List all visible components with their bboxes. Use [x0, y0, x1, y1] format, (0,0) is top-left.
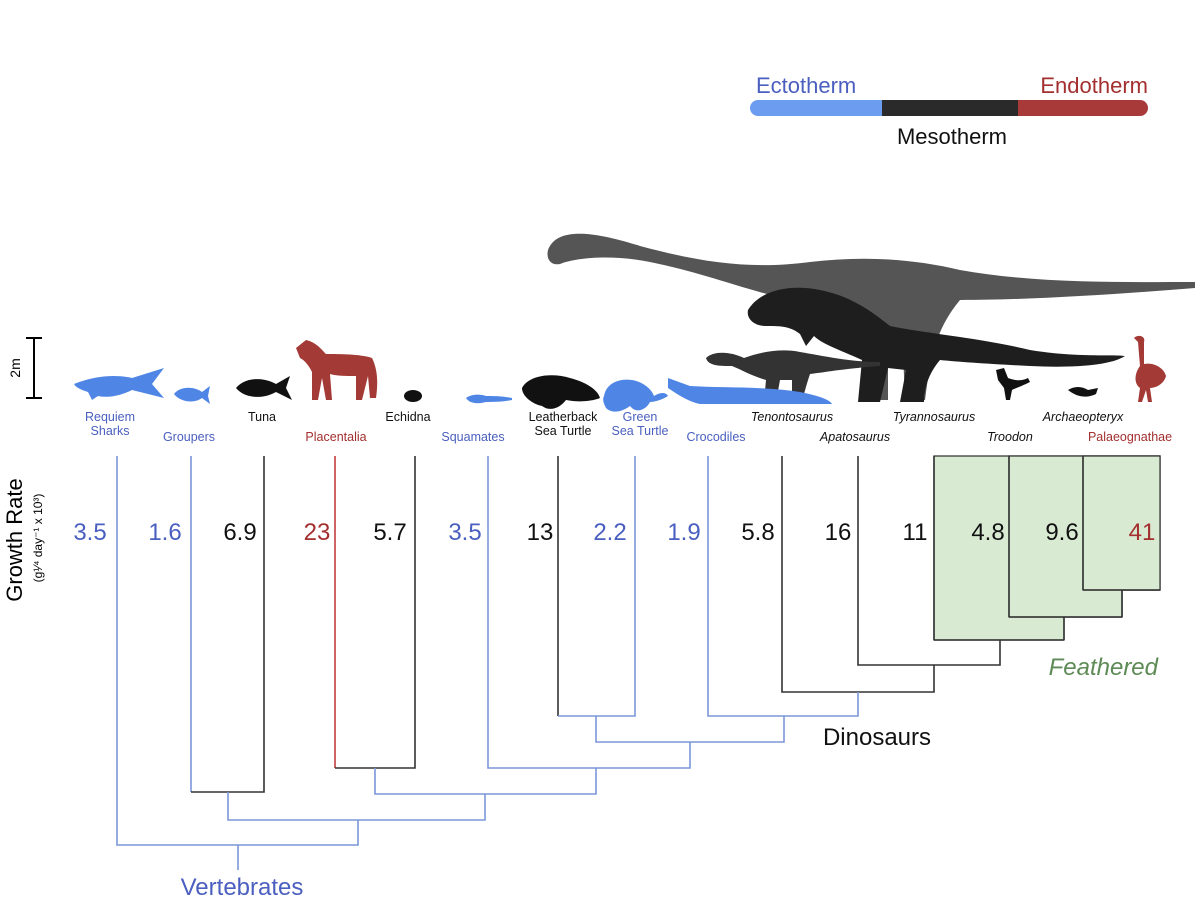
taxon-labels: Requiem Sharks Groupers Tuna Placentalia Echi…	[85, 410, 1172, 444]
mesotherm-label: Mesotherm	[897, 124, 1007, 149]
ostrich-silhouette-icon	[1134, 335, 1166, 402]
taxon-label-requiem-sharks: Requiem Sharks	[85, 410, 135, 438]
taxon-label-tyrannosaurus: Tyrannosaurus	[893, 410, 975, 424]
tenontosaurus-silhouette-icon	[706, 350, 880, 402]
taxon-label-crocodiles: Crocodiles	[686, 430, 745, 444]
y-axis-title: Growth Rate (g¹⁄⁴ day⁻¹ x 10³)	[2, 478, 45, 602]
thermal-legend: Ectotherm Endotherm Mesotherm	[750, 73, 1148, 149]
tree-branch-echidna	[335, 456, 416, 769]
growth-rate-troodon: 4.8	[971, 519, 1004, 546]
taxon-label-palaeognathae: Palaeognathae	[1088, 430, 1172, 444]
feathered-label: Feathered	[1049, 654, 1159, 681]
tree-branch-feathered	[933, 456, 1123, 640]
growth-rate-apatosaurus: 16	[825, 519, 852, 546]
green-turtle-silhouette-icon	[603, 379, 668, 412]
troodon-silhouette-icon	[996, 368, 1030, 400]
archaeopteryx-silhouette-icon	[1068, 387, 1098, 397]
growth-rate-units: (g¹⁄⁴ day⁻¹ x 10³)	[31, 494, 45, 583]
scale-bar: 2m	[7, 337, 42, 399]
vertebrates-label: Vertebrates	[181, 874, 304, 901]
growth-rate-values: 3.5 1.6 6.9 23 5.7 3.5 13 2.2 1.9 5.8 16 11 4.8 9.6 41	[73, 519, 1155, 546]
growth-rate-archaeopteryx: 9.6	[1045, 519, 1078, 546]
taxon-label-squamates: Squamates	[441, 430, 504, 444]
growth-rate-tuna: 6.9	[223, 519, 256, 546]
tree-branch-tuna	[191, 456, 265, 793]
echidna-silhouette-icon	[404, 390, 422, 402]
taxon-label-leatherback-sea-turtle: Leatherback Sea Turtle	[529, 410, 599, 438]
growth-rate-groupers: 1.6	[148, 519, 181, 546]
growth-rate-requiem-sharks: 3.5	[73, 519, 106, 546]
silhouettes	[74, 233, 1195, 412]
growth-rate-leatherback-sea-turtle: 13	[527, 519, 554, 546]
ectotherm-label: Ectotherm	[756, 73, 856, 98]
phylogenetic-tree	[116, 456, 1160, 870]
crocodile-silhouette-icon	[668, 378, 832, 404]
tuna-silhouette-icon	[236, 376, 292, 400]
tree-branch-osteichthyes	[227, 792, 486, 821]
growth-rate-tenontosaurus: 5.8	[741, 519, 774, 546]
scale-bar-label: 2m	[7, 358, 23, 377]
horse-silhouette-icon	[296, 340, 378, 400]
growth-rate-tyrannosaurus: 11	[903, 519, 928, 546]
ectotherm-bar	[750, 100, 890, 116]
taxon-label-echidna: Echidna	[385, 410, 430, 424]
taxon-label-tenontosaurus: Tenontosaurus	[751, 410, 833, 424]
dinosaurs-label: Dinosaurs	[823, 724, 931, 751]
taxon-label-green-sea-turtle: Green Sea Turtle	[612, 410, 669, 438]
tree-branch-archelosauria	[595, 716, 785, 743]
taxon-label-archaeopteryx: Archaeopteryx	[1042, 410, 1124, 424]
lizard-silhouette-icon	[466, 394, 512, 404]
tree-branch-apatosaurus	[857, 456, 1001, 666]
tree-branch-squamates	[487, 456, 691, 769]
endotherm-bar	[1010, 100, 1148, 116]
tyrannosaurus-silhouette-icon	[747, 287, 1125, 402]
tree-branch-amniota	[374, 768, 597, 795]
growth-rate-placentalia: 23	[304, 519, 331, 546]
taxon-label-apatosaurus: Apatosaurus	[819, 430, 890, 444]
mesotherm-bar	[882, 100, 1018, 116]
growth-rate-green-sea-turtle: 2.2	[593, 519, 626, 546]
shark-silhouette-icon	[74, 368, 164, 400]
endotherm-label: Endotherm	[1040, 73, 1148, 98]
feathered-clade-shading: Feathered	[933, 455, 1161, 681]
taxon-label-troodon: Troodon	[987, 430, 1033, 444]
tree-branch-tyrannosaurus	[934, 589, 1160, 641]
growth-rate-squamates: 3.5	[448, 519, 481, 546]
tree-branch-sharks	[116, 456, 359, 846]
tree-branch-crocodiles	[707, 456, 859, 717]
taxon-label-tuna: Tuna	[248, 410, 276, 424]
growth-rate-crocodiles: 1.9	[667, 519, 700, 546]
fish-silhouette-icon	[174, 386, 210, 404]
tree-branch-green-turtle	[558, 456, 636, 717]
growth-rate-label: Growth Rate	[2, 478, 27, 602]
leatherback-turtle-silhouette-icon	[522, 375, 600, 409]
growth-rate-echidna: 5.7	[373, 519, 406, 546]
taxon-label-placentalia: Placentalia	[305, 430, 366, 444]
growth-rate-palaeognathae: 41	[1129, 519, 1156, 546]
taxon-label-groupers: Groupers	[163, 430, 215, 444]
